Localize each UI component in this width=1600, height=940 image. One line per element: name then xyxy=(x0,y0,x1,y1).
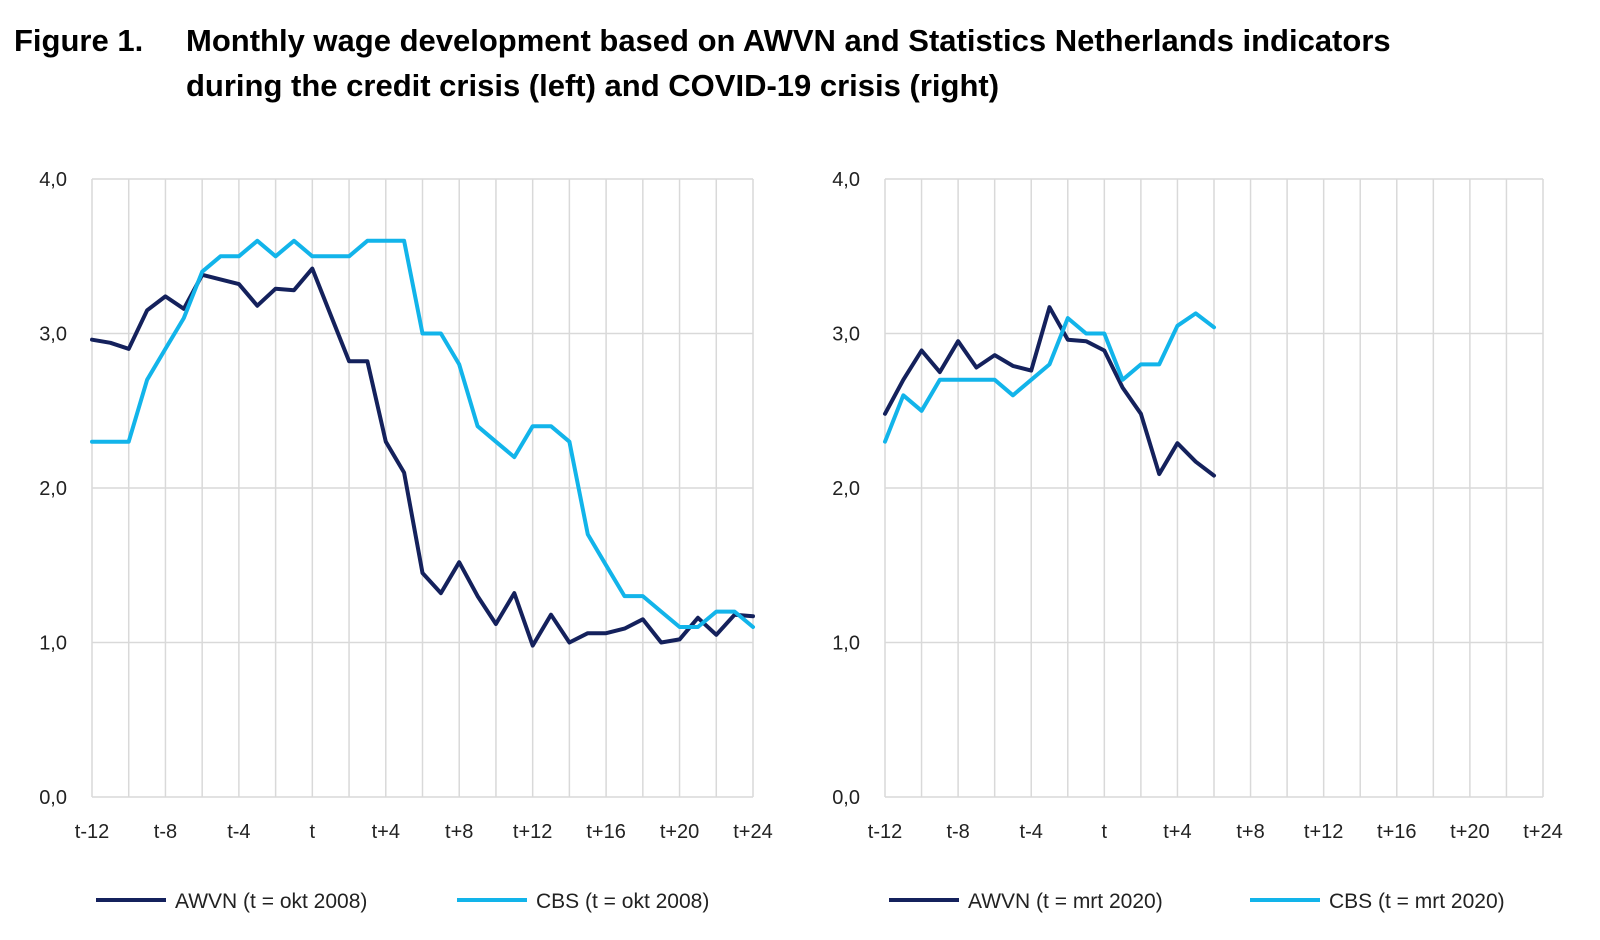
x-tick-label: t+12 xyxy=(1304,821,1343,843)
series-line-awvn xyxy=(883,305,1216,478)
series-line-cbs xyxy=(883,311,1216,444)
y-tick-label: 3,0 xyxy=(39,324,67,346)
series-line-cbs xyxy=(90,238,755,629)
y-tick-label: 0,0 xyxy=(832,787,860,809)
figure-title-line2: during the credit crisis (left) and COVI… xyxy=(186,68,1000,103)
x-tick-label: t+8 xyxy=(1236,821,1264,843)
x-tick-label: t+4 xyxy=(372,821,400,843)
figure-title-line1: Figure 1. Monthly wage development based … xyxy=(14,18,1391,63)
legend-label: AWVN (t = okt 2008) xyxy=(175,890,367,913)
figure-label: Figure 1. xyxy=(14,23,144,58)
chart-panel-2: 0,0 1,0 2,0 3,0 4,0 t-12 t-8 t-4 t t+4 t+8 t+12 t+16… xyxy=(832,169,1563,913)
x-tick-label: t-8 xyxy=(946,821,969,843)
figure-title-text1: Monthly wage development based on AWVN a… xyxy=(186,23,1391,58)
y-tick-label: 2,0 xyxy=(832,478,860,500)
x-tick-label: t+8 xyxy=(445,821,473,843)
chart-panel-1: 0,0 1,0 2,0 3,0 4,0 t-12 t-8 t-4 t t+4 t+8 t+12 t+16… xyxy=(39,169,773,913)
legend-label: CBS (t = mrt 2020) xyxy=(1329,890,1505,913)
x-tick-label: t+20 xyxy=(660,821,699,843)
x-tick-label: t xyxy=(1102,821,1108,843)
x-tick-label: t+16 xyxy=(1377,821,1416,843)
x-tick-label: t+4 xyxy=(1163,821,1191,843)
y-tick-label: 3,0 xyxy=(832,324,860,346)
legend: AWVN (t = okt 2008) CBS (t = okt 2008) xyxy=(96,890,709,913)
y-tick-label: 0,0 xyxy=(39,787,67,809)
y-tick-label: 4,0 xyxy=(832,169,860,191)
y-tick-label: 4,0 xyxy=(39,169,67,191)
x-tick-label: t+20 xyxy=(1450,821,1489,843)
x-tick-label: t+16 xyxy=(586,821,625,843)
x-tick-label: t-12 xyxy=(75,821,109,843)
x-tick-label: t+24 xyxy=(1523,821,1562,843)
y-tick-label: 2,0 xyxy=(39,478,67,500)
legend: AWVN (t = mrt 2020) CBS (t = mrt 2020) xyxy=(889,890,1505,913)
x-tick-label: t xyxy=(310,821,316,843)
y-tick-label: 1,0 xyxy=(39,633,67,655)
legend-label: CBS (t = okt 2008) xyxy=(536,890,709,913)
legend-label: AWVN (t = mrt 2020) xyxy=(968,890,1163,913)
y-tick-label: 1,0 xyxy=(832,633,860,655)
x-tick-label: t+12 xyxy=(513,821,552,843)
x-tick-label: t+24 xyxy=(733,821,772,843)
x-tick-label: t-4 xyxy=(227,821,250,843)
figure-title: Figure 1. Monthly wage development based … xyxy=(14,18,1391,108)
x-tick-label: t-8 xyxy=(154,821,177,843)
x-tick-label: t-12 xyxy=(868,821,902,843)
x-tick-label: t-4 xyxy=(1020,821,1043,843)
